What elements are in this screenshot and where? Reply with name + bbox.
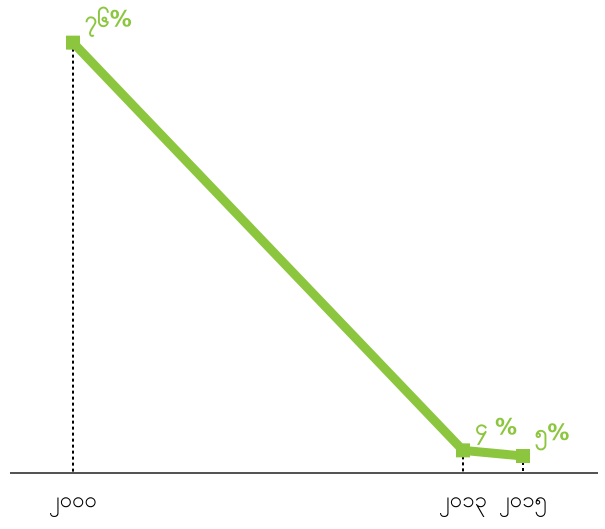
data-label-1: ၄ % — [475, 415, 517, 445]
data-point-0 — [66, 35, 80, 50]
series-line — [69, 39, 524, 461]
data-labels: ၇၆% ၄ % ၅% — [85, 6, 569, 451]
markers — [66, 35, 530, 464]
data-point-1 — [456, 443, 470, 458]
x-tick-label-1: ၂၀၁၃ — [439, 488, 487, 517]
x-tick-labels: ၂၀၀၀ ၂၀၁၃ ၂၀၁၅ — [49, 488, 547, 517]
x-tick-label-0: ၂၀၀၀ — [49, 488, 97, 517]
data-label-0: ၇၆% — [85, 6, 132, 38]
data-point-2 — [516, 449, 530, 464]
series-line-group — [69, 39, 524, 461]
x-tick-label-2: ၂၀၁၅ — [499, 488, 547, 517]
data-label-2: ၅% — [535, 421, 569, 451]
